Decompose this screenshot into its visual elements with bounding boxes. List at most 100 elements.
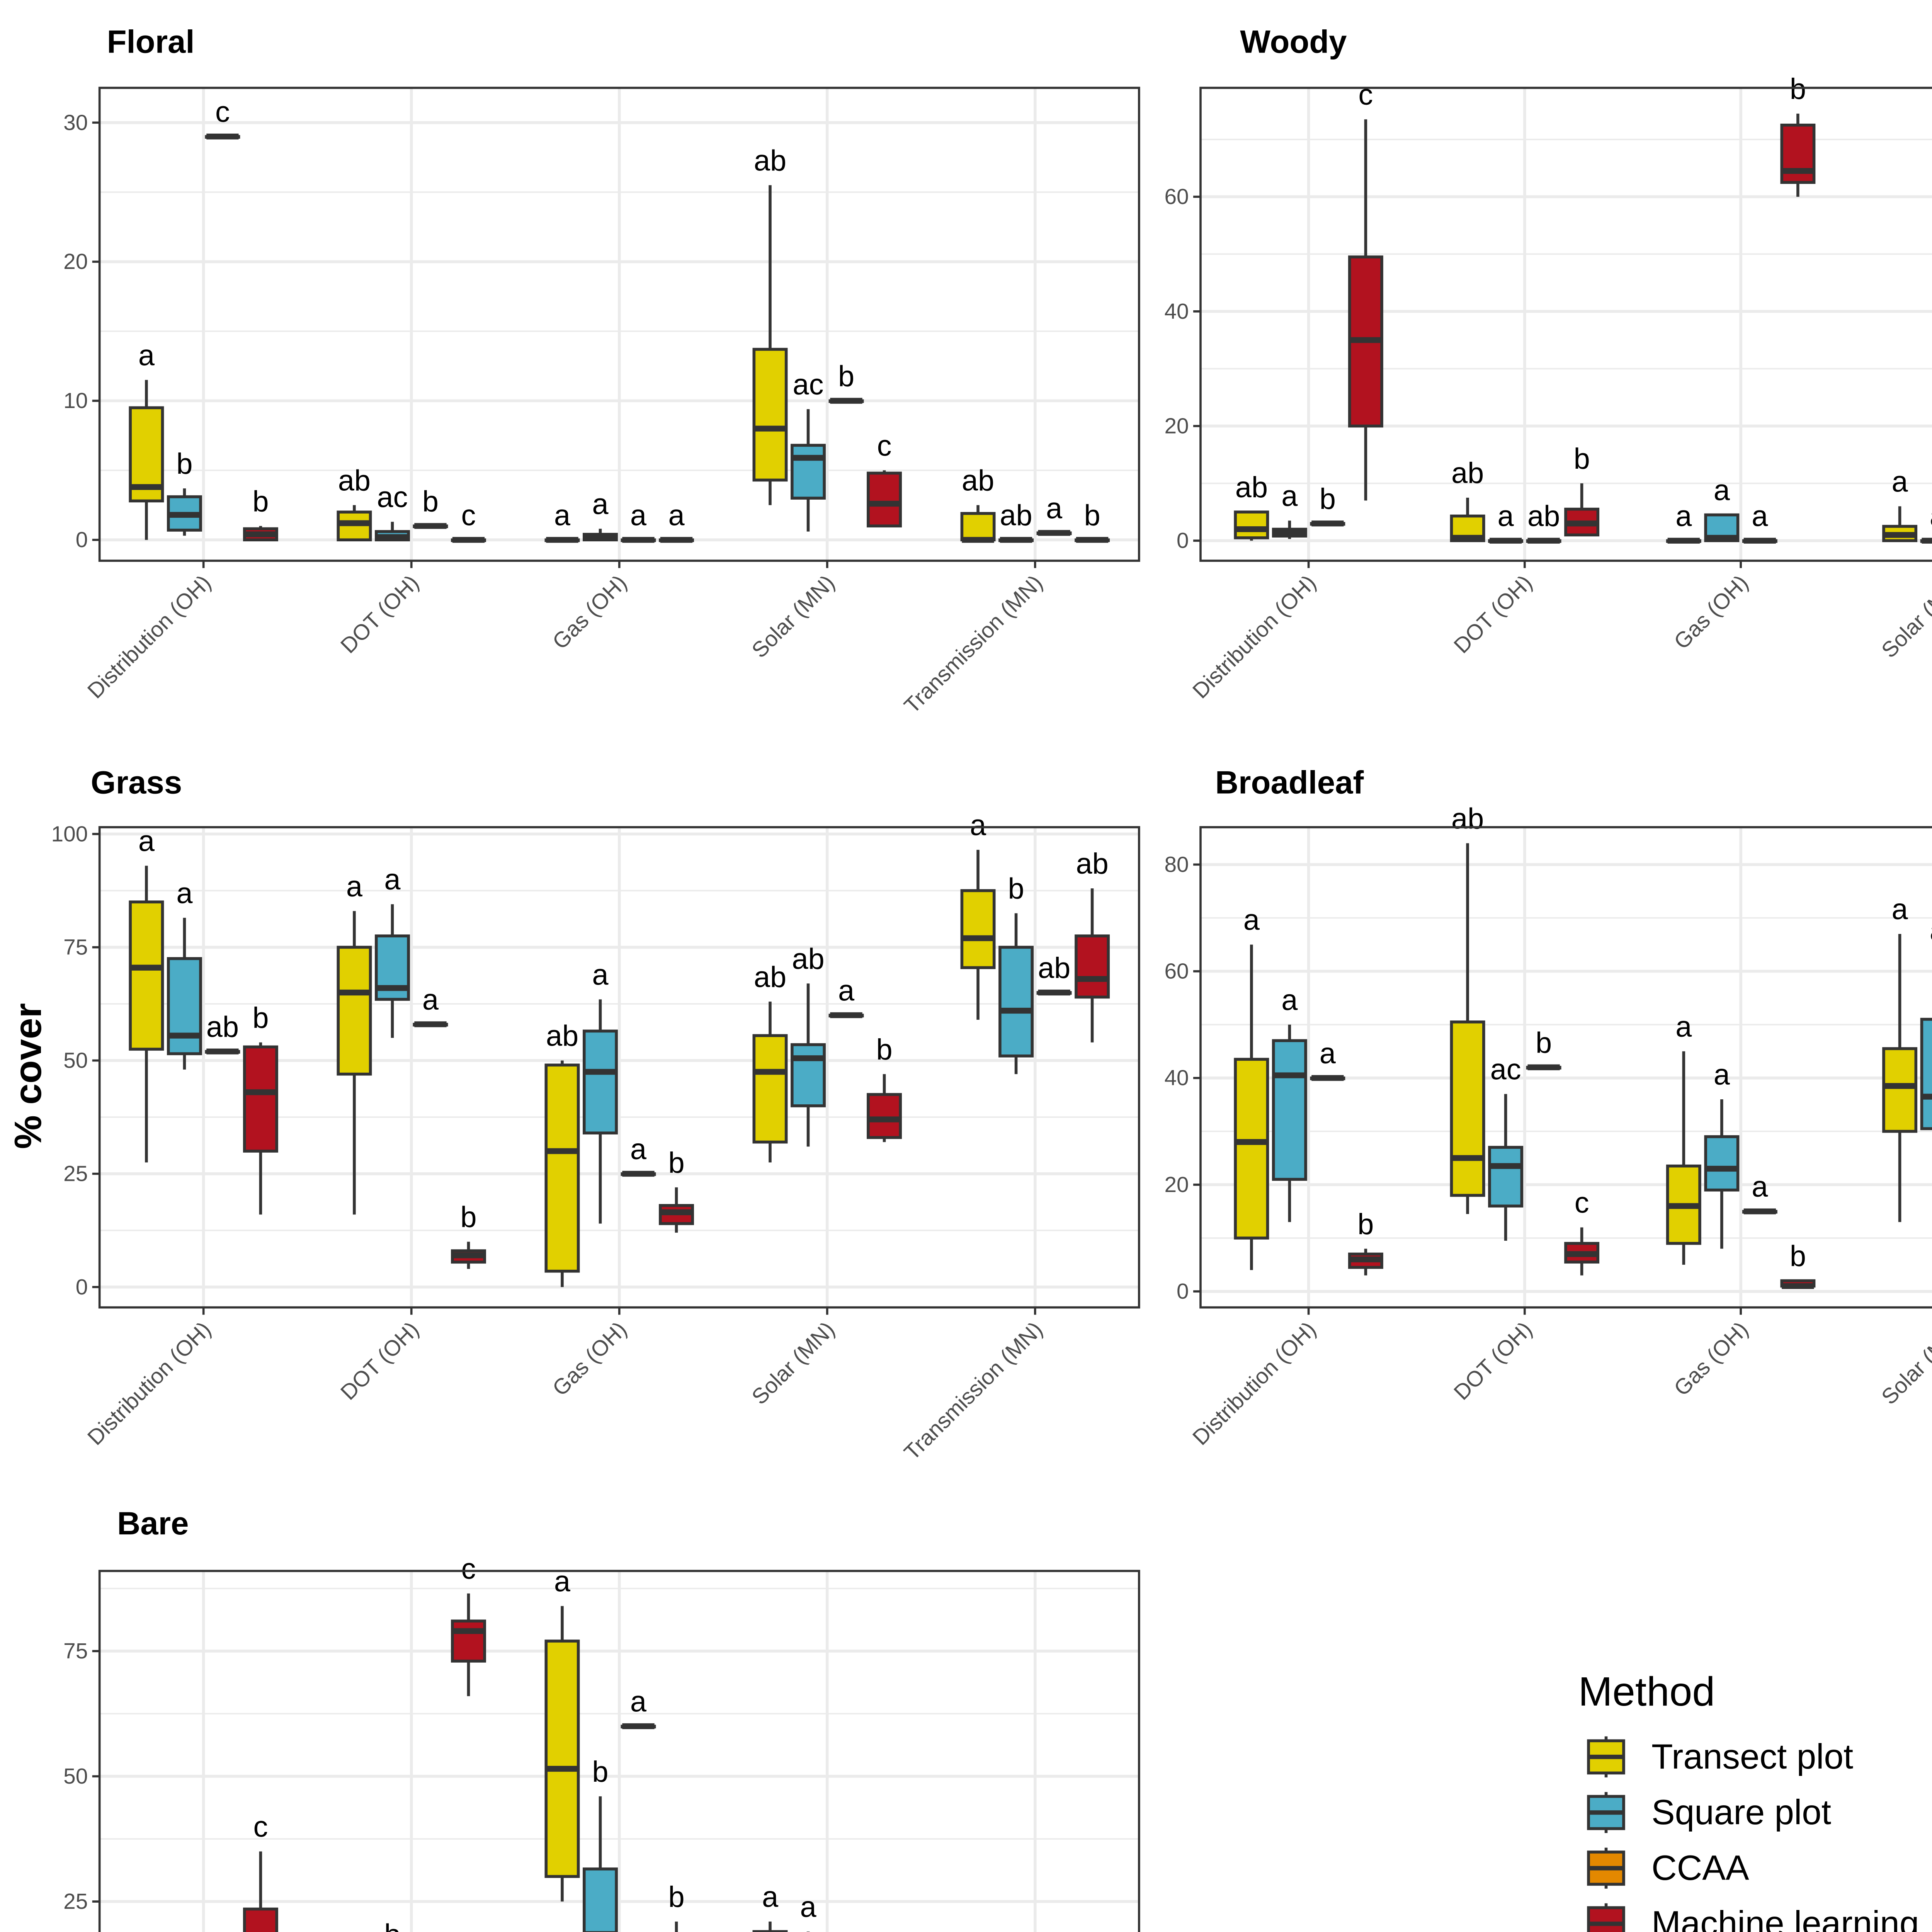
significance-letter: a — [176, 877, 193, 910]
box-iqr — [752, 348, 788, 482]
box-ccaa: a — [413, 983, 448, 1027]
box-square-plot: a — [1272, 480, 1307, 539]
box-ccaa: a — [828, 974, 864, 1018]
box-iqr — [998, 946, 1034, 1058]
significance-letter: ab — [1038, 952, 1070, 985]
box-ccaa: a — [621, 1685, 656, 1730]
box-machine-learning: b — [1564, 442, 1600, 537]
plot-background — [1200, 827, 1932, 1308]
y-tick-label: 40 — [1164, 1066, 1189, 1090]
box-ccaa: b — [828, 360, 864, 404]
y-tick-label: 20 — [63, 250, 88, 274]
panel-title: Woody — [1240, 24, 1347, 60]
significance-letter: a — [138, 339, 155, 372]
box-square-plot: a — [1704, 474, 1740, 543]
box-transect-plot: ab — [337, 464, 372, 541]
box-machine-learning: c — [451, 1553, 486, 1696]
significance-letter: a — [1714, 1058, 1730, 1091]
y-tick-label: 25 — [63, 1889, 88, 1914]
box-square-plot: a — [1704, 1058, 1740, 1249]
box-machine-learning: b — [668, 1881, 685, 1932]
significance-letter: ab — [338, 464, 371, 497]
y-tick-label: 80 — [1164, 852, 1189, 877]
significance-letter: a — [970, 809, 986, 842]
plot-border — [98, 1570, 1140, 1932]
significance-letter: b — [1008, 872, 1024, 905]
box-machine-learning: ab — [1075, 847, 1110, 1043]
box-machine-learning: c — [1564, 1187, 1600, 1276]
box-machine-learning: c — [243, 1811, 278, 1932]
legend: Method Transect plot Square plot CCAA Machin… — [1578, 1669, 1919, 1932]
legend-item: CCAA — [1587, 1847, 1749, 1889]
significance-letter: a — [346, 870, 363, 903]
box-square-plot: a — [1488, 500, 1524, 544]
significance-letter: b — [592, 1755, 608, 1788]
box-machine-learning: b — [243, 485, 278, 541]
box-transect-plot: a — [1666, 1010, 1701, 1265]
box-square-plot: a — [583, 488, 618, 541]
significance-letter: ab — [754, 961, 786, 993]
box-transect-plot: a — [337, 870, 372, 1215]
significance-letter: b — [1536, 1026, 1552, 1059]
box-transect-plot: a — [1882, 465, 1918, 543]
box-square-plot: a — [1920, 914, 1932, 1130]
y-tick-label: 20 — [1164, 414, 1189, 439]
y-tick-label: 40 — [1164, 299, 1189, 324]
box-iqr — [791, 1043, 826, 1107]
box-transect-plot: ab — [544, 1020, 580, 1287]
significance-letter: a — [1046, 492, 1063, 525]
box-square-plot: a — [374, 863, 410, 1038]
significance-letter: ab — [1451, 802, 1484, 835]
significance-letter: a — [630, 499, 647, 532]
box-transect-plot: a — [129, 339, 164, 540]
box-iqr — [867, 471, 902, 527]
significance-letter: b — [384, 1918, 400, 1932]
significance-letter: b — [1357, 1208, 1374, 1241]
significance-letter: c — [215, 95, 230, 128]
significance-letter: b — [668, 1146, 684, 1179]
significance-letter: a — [1930, 914, 1932, 947]
box-iqr — [791, 444, 826, 500]
legend-item: Transect plot — [1587, 1736, 1853, 1777]
significance-letter: b — [422, 485, 439, 518]
box-transect-plot: ab — [1234, 471, 1269, 541]
significance-letter: ab — [962, 464, 994, 497]
x-tick-label: Transmission (MN) — [900, 570, 1047, 718]
y-tick-label: 0 — [76, 1275, 88, 1299]
box-ccaa: a — [1310, 1037, 1345, 1081]
significance-letter: a — [422, 983, 439, 1016]
panel-bare: Bare0255075Distribution (OH)DOT (OH)Gas … — [63, 1505, 1140, 1932]
box-transect-plot: ab — [1450, 802, 1485, 1214]
significance-letter: ac — [793, 368, 824, 401]
box-machine-learning: b — [1780, 1240, 1816, 1289]
y-tick-label: 75 — [63, 1639, 88, 1663]
box-square-plot: b — [998, 872, 1034, 1074]
box-iqr — [243, 1045, 278, 1153]
box-iqr — [544, 1639, 580, 1878]
significance-letter: b — [1790, 1240, 1806, 1273]
significance-letter: ab — [1000, 499, 1032, 532]
box-iqr — [243, 1907, 278, 1932]
significance-letter: ab — [792, 942, 824, 975]
box-transect-plot: ab — [752, 144, 788, 505]
box-iqr — [1920, 1018, 1932, 1130]
y-tick-label: 25 — [63, 1162, 88, 1186]
y-tick-label: 0 — [1177, 1279, 1189, 1304]
y-tick-label: 20 — [1164, 1173, 1189, 1197]
box-transect-plot: a — [752, 1881, 788, 1932]
box-iqr — [867, 1093, 902, 1139]
box-machine-learning: b — [659, 1146, 694, 1233]
box-transect-plot: ab — [1450, 457, 1485, 543]
y-axis-label: % cover — [7, 1003, 49, 1149]
significance-letter: c — [877, 429, 892, 462]
box-square-plot: ab — [998, 499, 1034, 543]
significance-letter: a — [554, 499, 571, 532]
box-iqr — [167, 957, 202, 1055]
box-ccaa: a — [1036, 492, 1072, 536]
significance-letter: a — [838, 974, 855, 1007]
box-iqr — [1075, 934, 1110, 999]
legend-item: Machine learning — [1587, 1903, 1919, 1932]
significance-letter: a — [384, 863, 401, 896]
significance-letter: a — [630, 1685, 647, 1718]
